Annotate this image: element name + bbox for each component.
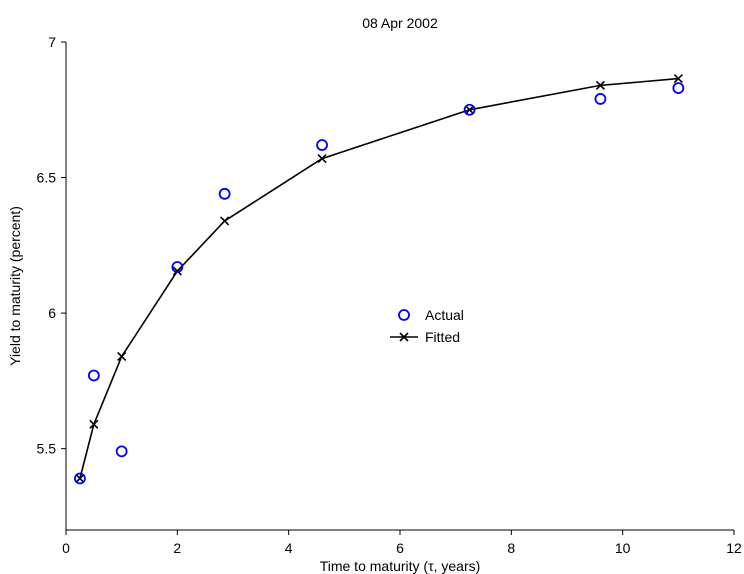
x-tick-label: 0 <box>62 540 70 556</box>
actual-point <box>463 103 476 116</box>
y-tick-label: 6.5 <box>37 170 57 186</box>
y-ticks: 5.5 6 6.5 7 <box>37 34 66 457</box>
y-tick-label: 7 <box>48 34 56 50</box>
actual-point <box>672 82 685 94</box>
fitted-point <box>317 154 327 164</box>
fitted-line <box>79 77 679 479</box>
legend-fitted-label: Fitted <box>425 329 460 345</box>
y-tick-label: 6 <box>48 305 56 321</box>
actual-point <box>171 261 184 273</box>
x-tick-label: 6 <box>396 540 404 556</box>
legend: Actual Fitted <box>390 307 464 345</box>
legend-fitted-marker <box>399 332 409 342</box>
axes: 0 2 4 6 8 10 12 5.5 6 6.5 7 <box>37 34 742 556</box>
fitted-point <box>89 419 99 429</box>
actual-point <box>594 93 607 105</box>
legend-actual-label: Actual <box>425 307 464 323</box>
chart-title: 08 Apr 2002 <box>362 15 438 31</box>
x-tick-label: 4 <box>285 540 293 556</box>
fitted-point <box>75 473 85 484</box>
x-ticks: 0 2 4 6 8 10 12 <box>62 530 742 556</box>
fitted-point <box>117 351 127 362</box>
fitted-point <box>220 216 230 226</box>
actual-point <box>87 369 100 382</box>
actual-series <box>74 82 685 485</box>
x-tick-label: 12 <box>726 540 742 556</box>
fitted-point <box>172 266 182 276</box>
fitted-point <box>465 105 475 115</box>
y-tick-label: 5.5 <box>37 441 57 457</box>
legend-actual-marker <box>398 309 410 321</box>
actual-point <box>74 472 86 485</box>
x-tick-label: 8 <box>507 540 515 556</box>
x-tick-label: 10 <box>615 540 631 556</box>
x-axis-title: Time to maturity (τ, years) <box>320 558 481 574</box>
actual-point <box>115 445 128 458</box>
y-axis-title: Yield to maturity (percent) <box>7 206 23 366</box>
x-tick-label: 2 <box>173 540 181 556</box>
fitted-point <box>673 74 683 84</box>
fitted-point <box>595 80 605 90</box>
actual-point <box>218 187 231 200</box>
fitted-series <box>75 74 683 484</box>
actual-point <box>316 139 328 151</box>
